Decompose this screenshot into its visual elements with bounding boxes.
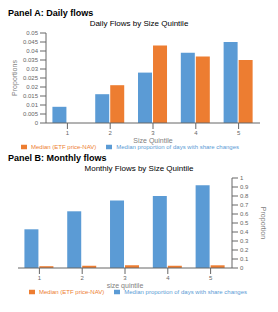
html-text:Panel A: Daily flows: Panel A: Daily flows bbox=[8, 8, 94, 18]
html-text:Monthly Flows by Size Quintile: Monthly Flows by Size Quintile bbox=[84, 164, 194, 173]
svg-text:0.6: 0.6 bbox=[240, 211, 249, 217]
svg-text:1: 1 bbox=[240, 175, 244, 181]
svg-text:0.1: 0.1 bbox=[240, 256, 249, 262]
svg-text:0.4: 0.4 bbox=[240, 229, 249, 235]
svg-text:3: 3 bbox=[151, 130, 155, 136]
svg-text:0.04: 0.04 bbox=[26, 48, 38, 54]
svg-text:0.2: 0.2 bbox=[240, 247, 249, 253]
svg-text:0.02: 0.02 bbox=[26, 84, 38, 90]
svg-text:3: 3 bbox=[123, 275, 127, 281]
svg-text:5: 5 bbox=[209, 275, 213, 281]
html-text:Median proportion of days with: Median proportion of days with share cha… bbox=[116, 144, 239, 150]
svg-text:0.8: 0.8 bbox=[240, 193, 249, 199]
svg-text:Size Quintile: Size Quintile bbox=[133, 137, 172, 145]
svg-text:0.03: 0.03 bbox=[26, 66, 38, 72]
svg-text:2: 2 bbox=[109, 130, 113, 136]
svg-text:2: 2 bbox=[81, 275, 85, 281]
svg-text:1: 1 bbox=[66, 130, 70, 136]
svg-text:0.3: 0.3 bbox=[240, 238, 249, 244]
svg-text:0.5: 0.5 bbox=[240, 220, 249, 226]
html-text:Panel B: Monthly flows: Panel B: Monthly flows bbox=[8, 153, 107, 163]
svg-text:Proportion: Proportion bbox=[259, 207, 267, 239]
html-text:Daily Flows by Size Quintile: Daily Flows by Size Quintile bbox=[89, 19, 189, 28]
svg-text:0: 0 bbox=[35, 120, 39, 126]
svg-text:size quintile: size quintile bbox=[107, 282, 144, 290]
svg-text:4: 4 bbox=[166, 275, 170, 281]
html-text:Median (ETF price-NAV): Median (ETF price-NAV) bbox=[39, 289, 105, 295]
html-text:Median (ETF price-NAV): Median (ETF price-NAV) bbox=[31, 144, 97, 150]
svg-text:0.01: 0.01 bbox=[26, 102, 38, 108]
svg-text:Proportions: Proportions bbox=[11, 60, 19, 96]
svg-text:5: 5 bbox=[237, 130, 241, 136]
svg-text:0.7: 0.7 bbox=[240, 202, 249, 208]
svg-text:0.9: 0.9 bbox=[240, 184, 249, 190]
svg-text:0.025: 0.025 bbox=[23, 75, 39, 81]
svg-text:0.045: 0.045 bbox=[23, 39, 39, 45]
svg-text:0.035: 0.035 bbox=[23, 57, 39, 63]
svg-text:4: 4 bbox=[194, 130, 198, 136]
svg-text:0: 0 bbox=[240, 265, 244, 271]
svg-text:0.005: 0.005 bbox=[23, 111, 39, 117]
html-text:Median proportion of days with: Median proportion of days with share cha… bbox=[124, 289, 247, 295]
svg-text:1: 1 bbox=[38, 275, 42, 281]
svg-text:0.05: 0.05 bbox=[26, 30, 38, 36]
svg-text:0.015: 0.015 bbox=[23, 93, 39, 99]
